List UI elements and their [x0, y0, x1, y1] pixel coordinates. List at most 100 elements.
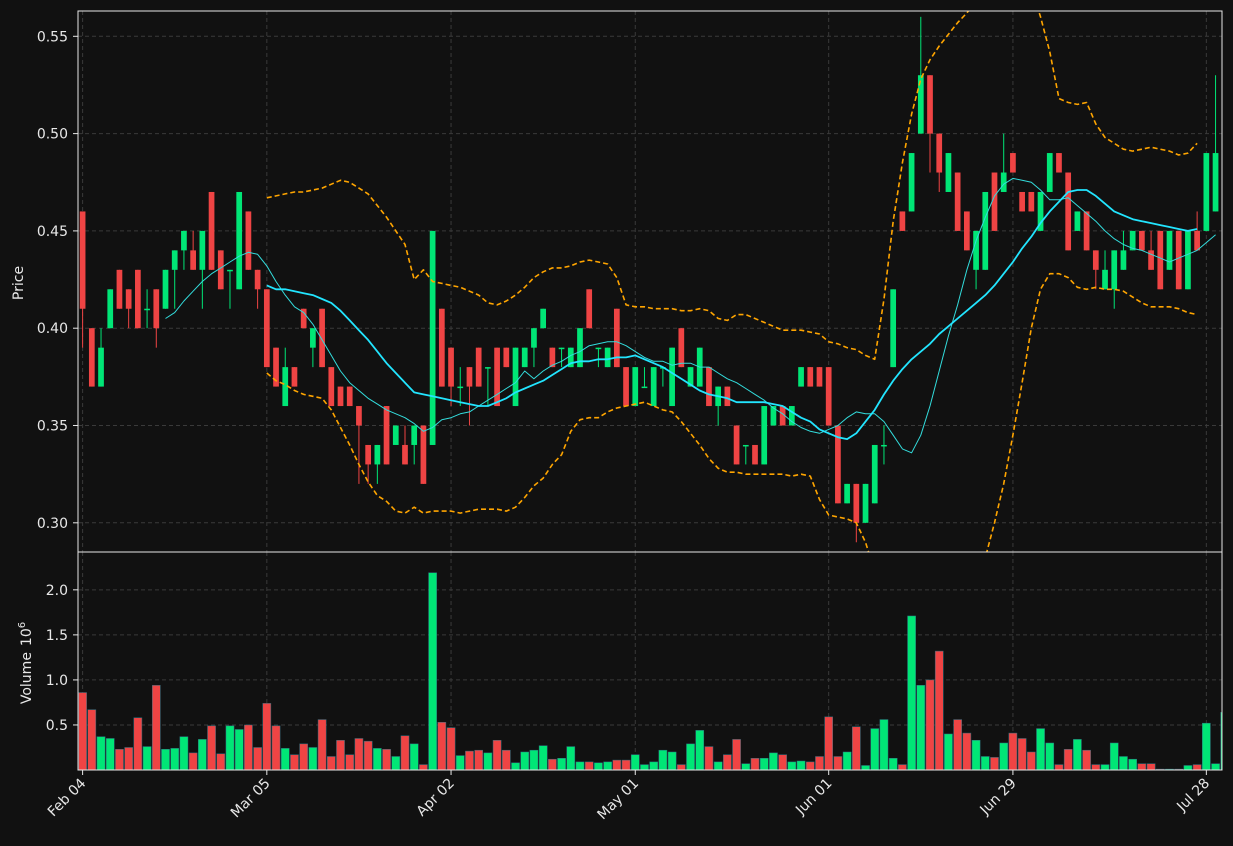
- volume-bar: [907, 615, 916, 770]
- candle: [374, 444, 381, 484]
- volume-axis-exponent: 10: [19, 628, 35, 646]
- candle: [125, 289, 132, 329]
- candle-body: [742, 444, 749, 447]
- volume-bar: [1063, 749, 1073, 770]
- candle: [1185, 230, 1191, 290]
- candle-body: [558, 347, 565, 350]
- candle-body: [604, 347, 611, 368]
- candle: [1000, 133, 1007, 192]
- volume-tick-label: 2.0: [46, 583, 68, 599]
- candle: [853, 483, 860, 543]
- price-tick-label: 0.50: [37, 127, 68, 143]
- candle-body: [135, 269, 141, 329]
- candle: [816, 367, 823, 387]
- volume-bar: [290, 754, 299, 770]
- candle: [623, 367, 629, 407]
- candle-body: [328, 367, 335, 407]
- candle-body: [1028, 191, 1035, 212]
- candle-body: [853, 483, 860, 523]
- volume-bar: [317, 719, 327, 770]
- volume-bar: [299, 743, 308, 770]
- candle-body: [1166, 230, 1173, 270]
- candle: [227, 269, 233, 309]
- volume-bar: [741, 763, 751, 770]
- volume-bar: [759, 758, 769, 770]
- volume-bar: [474, 749, 483, 770]
- candle: [365, 444, 372, 484]
- candle-body: [512, 347, 519, 407]
- candle-body: [1083, 211, 1090, 251]
- volume-bar: [216, 753, 226, 770]
- candle: [217, 250, 224, 290]
- volume-axis-label: Volume 106: [17, 622, 35, 704]
- volume-bar: [188, 752, 198, 770]
- volume-bar: [778, 754, 787, 770]
- candle-body: [125, 289, 132, 309]
- candle: [181, 230, 187, 270]
- volume-bar: [990, 757, 999, 770]
- candle: [531, 328, 537, 368]
- candle-body: [245, 211, 252, 270]
- volume-axis-label-text: Volume: [19, 652, 35, 704]
- candle-body: [540, 308, 547, 329]
- candle-body: [1056, 153, 1062, 173]
- candle-body: [788, 406, 795, 426]
- price-grid: [78, 11, 1222, 552]
- candle-body: [374, 444, 381, 465]
- volume-bar: [492, 740, 502, 770]
- volume-bar: [198, 739, 207, 770]
- volume-bar: [133, 717, 143, 770]
- volume-bar: [1137, 763, 1147, 770]
- volume-bar: [1017, 738, 1027, 770]
- candle: [927, 75, 933, 173]
- volume-bar: [253, 747, 262, 770]
- candle-body: [945, 153, 952, 192]
- candle: [485, 367, 491, 407]
- price-tick-label: 0.40: [37, 321, 68, 337]
- candle: [917, 16, 924, 134]
- candle-body: [485, 367, 491, 369]
- volume-bar: [529, 749, 539, 770]
- candle: [254, 269, 261, 309]
- candle-body: [890, 289, 897, 368]
- candle-body: [448, 347, 454, 387]
- volume-bar: [888, 758, 898, 770]
- volume-bar: [345, 754, 355, 770]
- volume-bar: [980, 756, 990, 770]
- volume-bar: [842, 751, 852, 770]
- candle: [245, 211, 252, 270]
- candle: [1046, 153, 1053, 192]
- candle: [392, 425, 399, 445]
- volume-bar: [962, 732, 972, 770]
- volume-axis-exponent-power: 6: [17, 622, 28, 628]
- candle: [761, 406, 768, 465]
- volume-bar: [824, 716, 833, 770]
- candle-body: [254, 269, 261, 290]
- candle-body: [1203, 153, 1210, 231]
- volume-bar: [925, 679, 935, 770]
- candle: [908, 153, 915, 212]
- volume-bar: [1183, 765, 1193, 770]
- candle: [752, 444, 758, 465]
- volume-bar: [511, 762, 520, 770]
- candle: [945, 153, 952, 192]
- volume-bar: [1082, 749, 1091, 770]
- volume-bar: [953, 719, 962, 770]
- candle-body: [567, 347, 574, 368]
- candle: [964, 211, 970, 251]
- candle: [291, 367, 298, 387]
- candle-body: [881, 444, 887, 447]
- candle: [1083, 211, 1090, 251]
- volume-bar: [796, 760, 806, 770]
- volume-bar: [649, 761, 658, 770]
- candle-body: [641, 386, 648, 389]
- candle-body: [862, 483, 869, 523]
- volume-bar: [78, 692, 87, 770]
- candle: [171, 250, 178, 309]
- volume-bar: [999, 742, 1009, 770]
- volume-bar: [437, 722, 447, 770]
- candle: [457, 367, 464, 407]
- candle-body: [549, 347, 556, 368]
- volume-bar: [769, 752, 778, 770]
